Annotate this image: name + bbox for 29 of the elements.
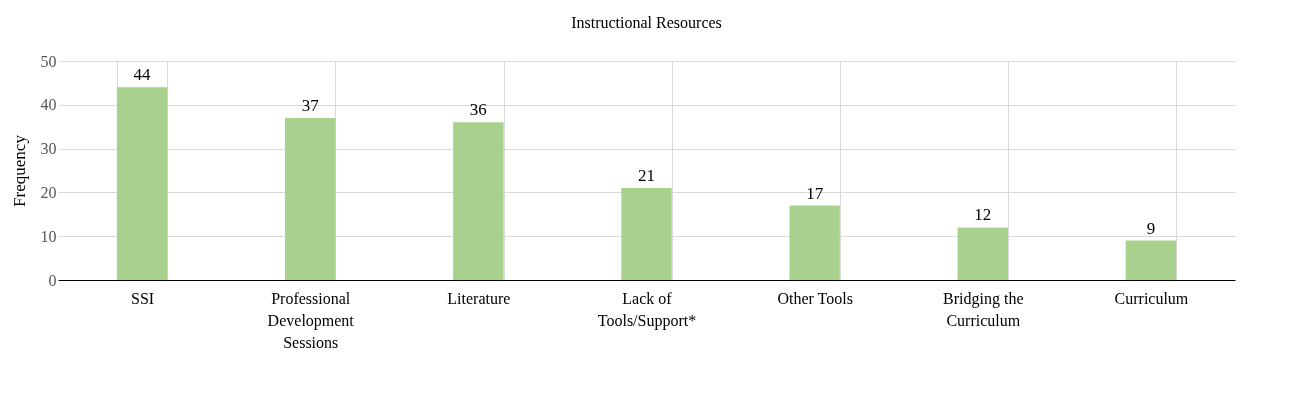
data-label: 12 — [974, 205, 992, 225]
x-tick-label: Professional Development Sessions — [267, 289, 355, 351]
bar — [284, 117, 336, 280]
bar — [789, 205, 840, 280]
bar — [1125, 240, 1177, 280]
y-axis-title: Frequency — [9, 134, 29, 207]
bar — [453, 122, 504, 280]
x-tick-label: Bridging the Curriculum — [943, 289, 1024, 329]
y-tick-label: 0 — [48, 271, 57, 289]
x-tick-label: Lack of Tools/Support* — [597, 289, 697, 330]
bar — [621, 188, 672, 280]
data-label: 36 — [469, 100, 487, 120]
x-tick-label: SSI — [131, 289, 155, 307]
bar — [957, 227, 1009, 280]
y-tick-label: 50 — [40, 52, 57, 70]
x-tick-label: Literature — [447, 289, 511, 307]
y-tick-label: 10 — [40, 227, 57, 245]
x-tick-label: Curriculum — [1114, 289, 1189, 307]
bar — [116, 87, 168, 280]
data-label: 37 — [301, 95, 320, 115]
x-tick-label: Other Tools — [777, 289, 853, 307]
chart-title: Instructional Resources — [571, 14, 722, 31]
y-tick-label: 30 — [40, 140, 57, 158]
y-tick-label: 20 — [40, 183, 57, 201]
data-label: 9 — [1146, 218, 1156, 238]
data-label: 44 — [133, 65, 152, 85]
y-tick-label: 40 — [40, 96, 57, 114]
data-label: 17 — [806, 183, 824, 203]
data-label: 21 — [638, 166, 655, 186]
